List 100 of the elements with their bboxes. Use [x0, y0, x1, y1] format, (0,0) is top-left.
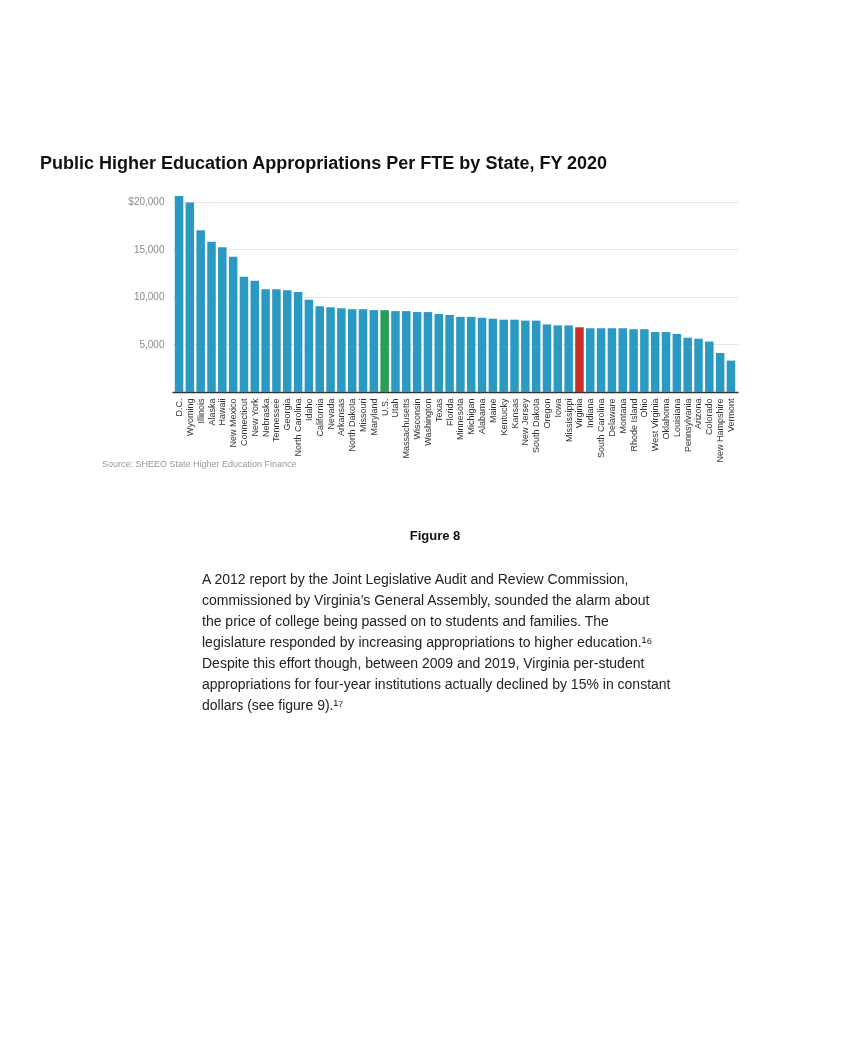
x-tick-label: Illinois: [195, 398, 206, 424]
bar: [272, 289, 281, 392]
bar: [293, 292, 303, 392]
x-tick-label: Connecticut: [238, 398, 249, 447]
bar: [228, 256, 238, 392]
bar: [672, 333, 682, 392]
x-tick-label: Kentucky: [498, 398, 509, 436]
x-tick-label: Nebraska: [260, 398, 271, 438]
caption: Figure 8: [409, 528, 461, 543]
x-tick-label: Missouri: [358, 398, 369, 433]
source-note: Source: SHEEO State Higher Education Finance: [102, 459, 297, 469]
x-tick-label: Massachusetts: [401, 398, 412, 459]
x-tick-label: New Jersey: [520, 398, 531, 446]
x-tick-label: Vermont: [725, 398, 736, 433]
x-tick-label: Maine: [487, 398, 498, 424]
bar: [315, 306, 324, 392]
x-tick-label: New York: [249, 398, 260, 437]
bar: [250, 280, 260, 392]
bar: [456, 316, 465, 392]
bar: [586, 328, 595, 392]
bar: [445, 314, 454, 392]
x-tick-label: Montana: [617, 398, 628, 434]
x-tick-label: North Dakota: [347, 398, 358, 452]
x-tick-label: Alabama: [477, 398, 488, 435]
y-tick-label: 5,000: [139, 338, 165, 350]
x-tick-label: Louisiana: [671, 398, 682, 438]
bar: [488, 318, 498, 392]
x-tick-label: U.S.: [379, 398, 390, 417]
bar: [369, 310, 379, 392]
bar: [391, 311, 400, 392]
x-tick-label: Nevada: [325, 398, 336, 430]
x-tick-label: Wyoming: [184, 398, 195, 436]
bar: [261, 289, 270, 392]
x-tick-label: Rhode Island: [628, 398, 639, 452]
bar: [715, 352, 725, 392]
bar: [553, 325, 563, 392]
x-tick-label: Texas: [433, 398, 444, 423]
bar: [358, 309, 368, 392]
x-tick-label: Michigan: [466, 398, 477, 435]
x-tick-label: South Dakota: [531, 398, 542, 454]
bar: [531, 320, 541, 392]
x-tick-label: Maryland: [368, 398, 379, 436]
x-tick-label: New Hampshire: [715, 398, 726, 463]
bar: [402, 311, 411, 392]
y-tick-label: 10,000: [133, 291, 165, 303]
x-tick-label: Arkansas: [336, 398, 347, 437]
bar: [618, 328, 627, 392]
bar: [477, 317, 487, 392]
bar: [661, 332, 671, 392]
x-tick-label: Georgia: [282, 398, 293, 431]
x-tick-label: Kansas: [509, 398, 520, 429]
bar: [510, 319, 519, 392]
x-tick-label: California: [314, 398, 325, 437]
x-tick-label: Idaho: [303, 398, 314, 422]
x-tick-label: Pennsylvania: [682, 398, 693, 453]
bar: [466, 316, 476, 392]
x-tick-label: Colorado: [704, 398, 715, 436]
y-tick-label: 15,000: [133, 243, 165, 255]
x-tick-label: D.C.: [174, 398, 185, 417]
x-tick-label: Washington: [422, 398, 433, 446]
bar: [683, 337, 692, 392]
x-tick-label: Florida: [444, 398, 455, 427]
bar: [575, 327, 584, 392]
text: A 2012 report by the Joint Legislative Audit and Review Commission, commissioned by Virginia’s General Assembly, sounded the alarm about the price of college being passed on to students and families. The legislature responded by increasing appropriations to higher education.¹⁶ Despite this effort though, between 2009 and 2019, Virginia per-student appropriations for four-year institutions actually declined by 15% in constant dollars (see figure 9).¹⁷: [202, 571, 671, 713]
bar: [326, 307, 335, 392]
bar: [596, 328, 606, 392]
bar: [542, 324, 552, 392]
bar: [412, 312, 422, 392]
x-tick-label: Tennessee: [271, 398, 282, 443]
x-tick-label: North Carolina: [293, 398, 304, 457]
bar: [380, 310, 389, 392]
x-tick-label: Mississippi: [563, 398, 574, 443]
x-tick-label: Iowa: [552, 398, 563, 418]
x-tick-label: Alaska: [206, 398, 217, 426]
bar: [423, 312, 433, 392]
x-tick-label: Minnesota: [455, 398, 466, 441]
bar: [347, 309, 357, 392]
bar: [629, 329, 638, 392]
x-tick-label: Virginia: [574, 398, 585, 429]
x-tick-label: New Mexico: [228, 398, 239, 448]
bar: [640, 329, 649, 392]
bar: [607, 328, 617, 392]
bar: [196, 230, 205, 392]
bar: [650, 332, 660, 392]
bar: [174, 195, 184, 392]
bar: [239, 276, 249, 392]
x-tick-label: Indiana: [585, 398, 596, 429]
x-tick-label: Wisconsin: [412, 398, 423, 440]
chart-title: Public Higher Education Appropriations Per FTE by State, FY 2020: [40, 153, 608, 173]
x-tick-label: Delaware: [606, 398, 617, 437]
x-tick-label: Oklahoma: [661, 398, 672, 440]
bar: [185, 202, 195, 392]
x-tick-label: West Virginia: [650, 398, 661, 452]
x-tick-label: South Carolina: [596, 398, 607, 459]
x-tick-label: Oregon: [541, 398, 552, 429]
bar: [434, 313, 444, 392]
y-tick-label: $20,000: [128, 196, 165, 208]
bar: [564, 325, 573, 392]
bar: [218, 247, 227, 392]
bar: [337, 308, 346, 392]
